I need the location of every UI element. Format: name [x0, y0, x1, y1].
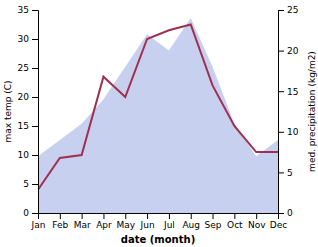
- tick-mark: [256, 213, 257, 219]
- tick: 10: [18, 150, 38, 160]
- tick-label: Dec: [270, 220, 287, 230]
- tick-label: 25: [287, 5, 298, 15]
- tick: 15: [278, 87, 298, 97]
- chart: JanFebMarAprMayJunJulAugSepOctNovDec0510…: [0, 0, 318, 247]
- tick-mark: [32, 97, 38, 98]
- tick-mark: [213, 213, 214, 219]
- tick-label: 0: [287, 208, 293, 218]
- tick-label: Mar: [74, 220, 91, 230]
- tick-mark: [234, 213, 235, 219]
- tick-mark: [32, 155, 38, 156]
- tick-mark: [278, 132, 284, 133]
- tick-label: Jul: [163, 220, 175, 230]
- x-axis: Jan Feb Mar Apr May Jun Jul Aug Sep Oct Nov Dec: [31, 213, 288, 230]
- marks: [38, 18, 278, 213]
- plot: JanFebMarAprMayJunJulAugSepOctNovDec0510…: [18, 5, 299, 230]
- tick: Oct: [227, 213, 243, 230]
- tick-mark: [32, 39, 38, 40]
- tick: Feb: [52, 213, 68, 230]
- tick-mark: [82, 213, 83, 219]
- axis-line: [39, 214, 279, 220]
- tick: 30: [18, 34, 38, 44]
- tick-mark: [278, 10, 284, 11]
- tick: Sep: [205, 213, 222, 230]
- tick: 0: [278, 208, 293, 218]
- y-axis-title: max temp (C): [3, 80, 13, 142]
- tick: Jul: [163, 213, 175, 230]
- tick-mark: [32, 10, 38, 11]
- tick: Nov: [248, 213, 266, 230]
- tick-mark: [32, 126, 38, 127]
- tick-mark: [60, 213, 61, 219]
- tick-label: 15: [18, 121, 29, 131]
- tick: Aug: [182, 213, 200, 230]
- axis-line: [279, 11, 285, 214]
- tick: 25: [278, 5, 298, 15]
- tick-label: Jun: [140, 220, 155, 230]
- tick-mark: [32, 184, 38, 185]
- tick: 0: [23, 208, 38, 218]
- tick-mark: [169, 213, 170, 219]
- tick-mark: [32, 68, 38, 69]
- tick-label: 25: [18, 63, 29, 73]
- tick-mark: [278, 91, 284, 92]
- tick: 20: [18, 92, 38, 102]
- tick: 5: [23, 179, 38, 189]
- tick-label: May: [116, 220, 135, 230]
- tick-label: Oct: [227, 220, 243, 230]
- tick-label: Jan: [31, 220, 46, 230]
- tick-mark: [103, 213, 104, 219]
- tick-mark: [278, 172, 284, 173]
- tick-label: 35: [18, 5, 29, 15]
- tick: 10: [278, 127, 299, 137]
- tick-label: 10: [287, 127, 299, 137]
- tick: Jun: [140, 213, 155, 230]
- tick-label: 10: [18, 150, 30, 160]
- tick-mark: [278, 213, 284, 214]
- tick-label: 15: [287, 87, 298, 97]
- tick: 5: [278, 168, 293, 178]
- tick: 15: [18, 121, 38, 131]
- tick-mark: [125, 213, 126, 219]
- tick-mark: [278, 51, 284, 52]
- tick-label: Sep: [205, 220, 222, 230]
- tick-label: Apr: [96, 220, 112, 230]
- x-axis-title: date (month): [121, 234, 195, 245]
- tick-mark: [191, 213, 192, 219]
- tick-label: Feb: [52, 220, 68, 230]
- tick-label: Nov: [248, 220, 266, 230]
- tick: 25: [18, 63, 38, 73]
- tick: Dec: [270, 213, 287, 230]
- tick: Apr: [96, 213, 112, 230]
- tick: May: [116, 213, 135, 230]
- area: [38, 18, 278, 213]
- tick: 35: [18, 5, 38, 15]
- tick-label: 0: [23, 208, 29, 218]
- tick-label: 20: [287, 46, 299, 56]
- y2-axis-title: med. precipitation (kg/m2): [307, 51, 317, 172]
- axis-line: [32, 11, 39, 214]
- tick-label: 5: [23, 179, 29, 189]
- tick-label: 20: [18, 92, 30, 102]
- tick-label: 30: [18, 34, 30, 44]
- tick: 20: [278, 46, 299, 56]
- tick-label: 5: [287, 168, 293, 178]
- y2-axis: 0 5 10 15 20 25: [278, 5, 299, 218]
- line: [38, 25, 278, 190]
- tick-mark: [32, 213, 38, 214]
- tick: Jan: [31, 213, 46, 230]
- tick-label: Aug: [182, 220, 200, 230]
- y-axis: 0 5 10 15 20 25 30 35: [18, 5, 39, 218]
- tick: Mar: [74, 213, 91, 230]
- tick-mark: [147, 213, 148, 219]
